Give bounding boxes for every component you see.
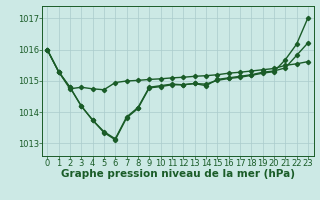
X-axis label: Graphe pression niveau de la mer (hPa): Graphe pression niveau de la mer (hPa) (60, 169, 295, 179)
